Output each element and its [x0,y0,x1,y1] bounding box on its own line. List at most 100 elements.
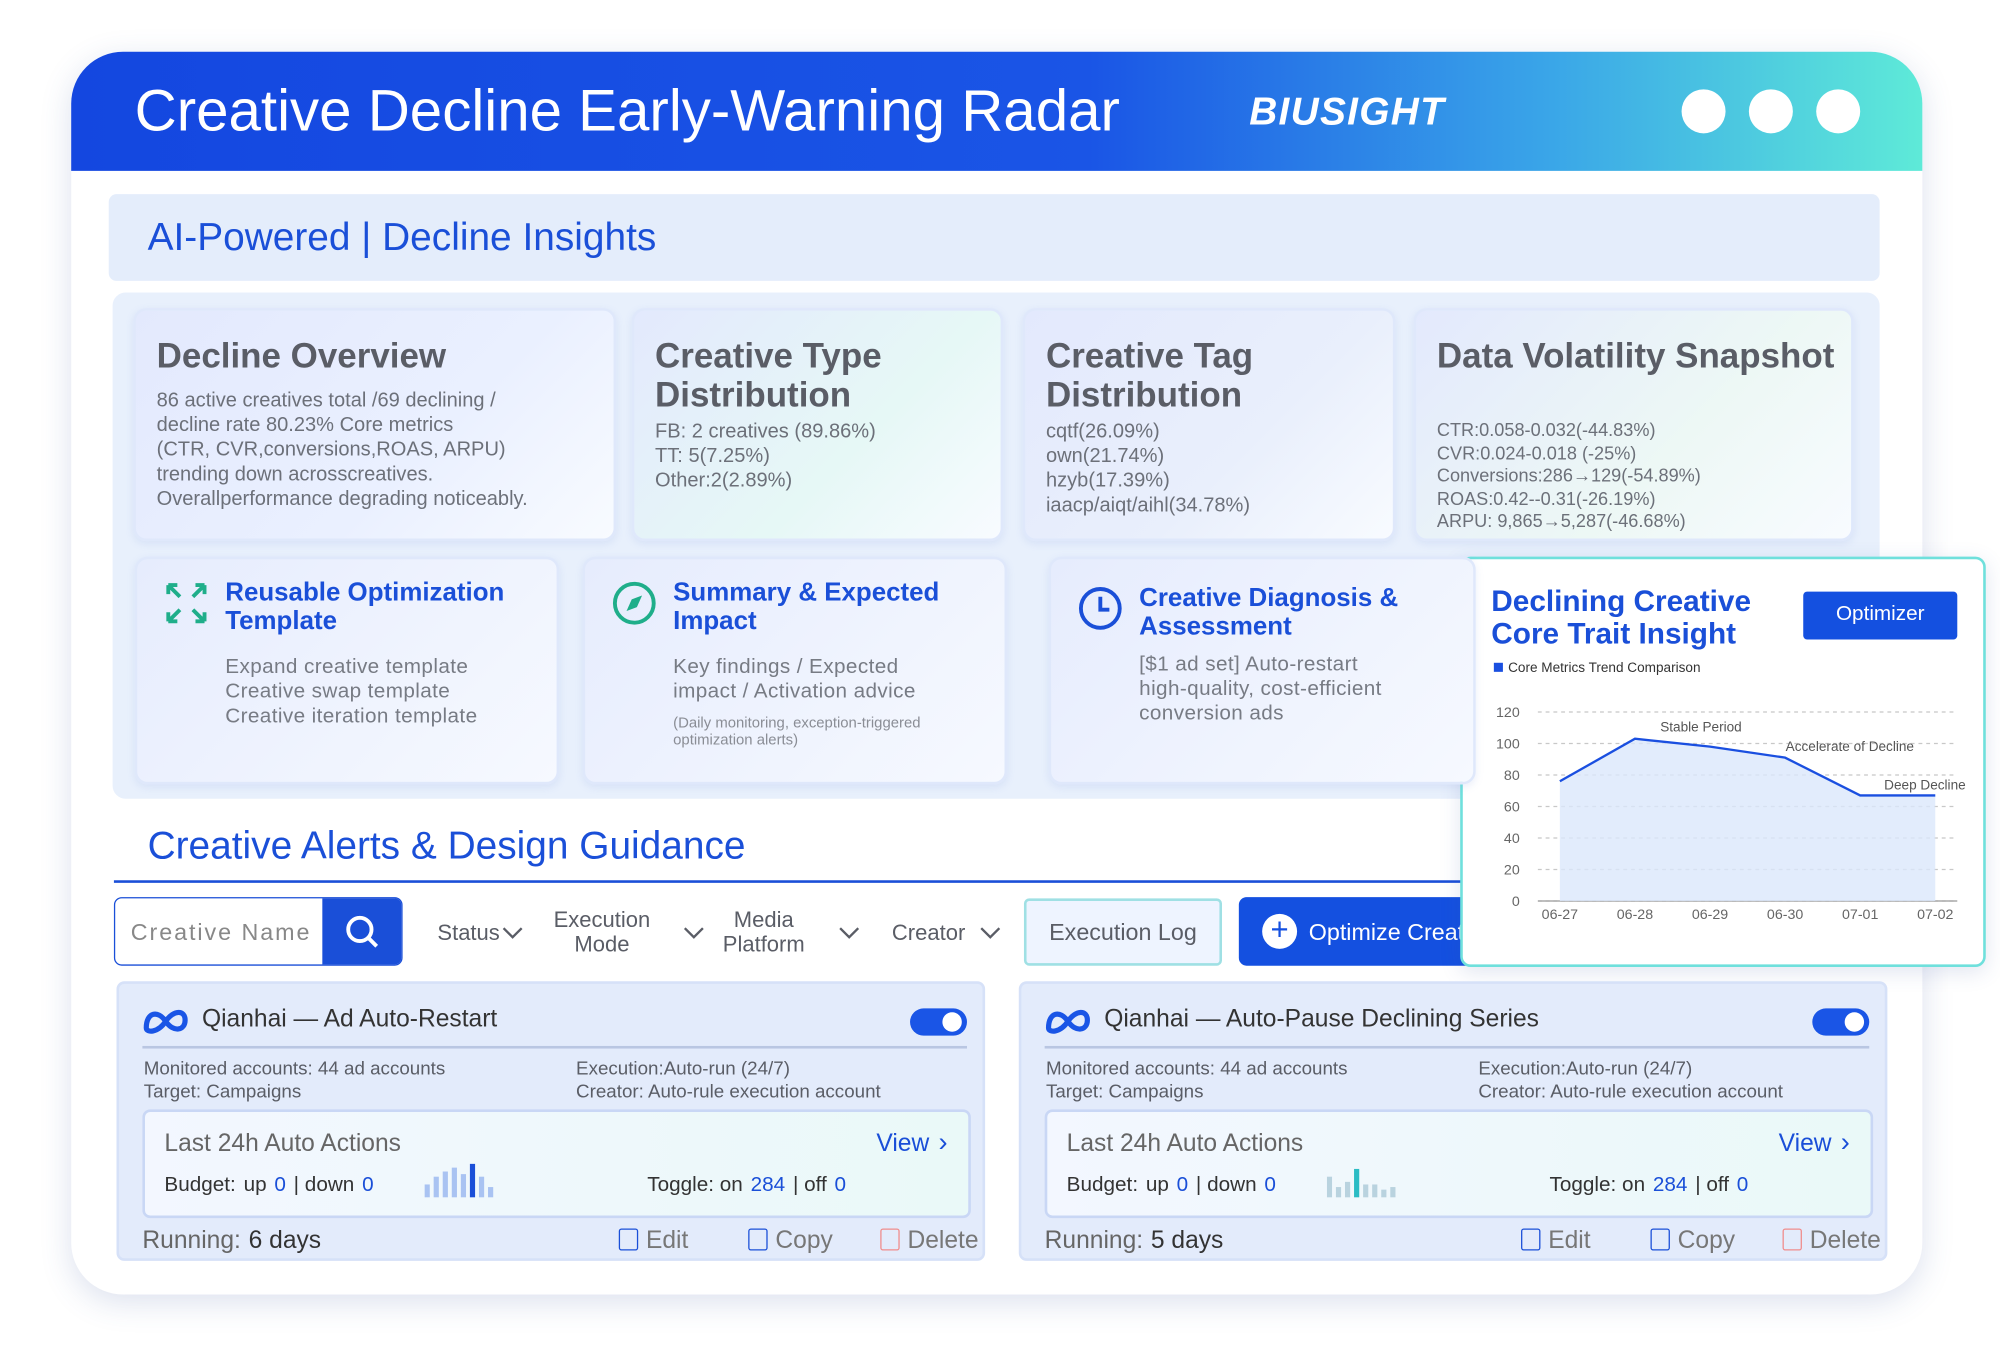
action-edit[interactable]: Edit [618,1227,878,1255]
search-button[interactable] [322,898,402,965]
toggle-part: 284 [1652,1174,1688,1197]
mini-bars [1326,1168,1396,1198]
running-value: 6 days [248,1227,322,1255]
line-area [1559,738,1936,901]
toggle-part: Toggle: on [647,1174,743,1197]
optimizer-button[interactable]: Optimizer [1803,591,1958,640]
toggle[interactable] [910,1008,967,1036]
module-card: Summary & Expected Impact Key findings / … [582,556,1008,785]
window-dot[interactable] [1816,89,1861,134]
budget-part: | down [1195,1174,1257,1197]
filter[interactable]: Execution Mode [553,907,651,957]
chevron [839,927,860,939]
y-tick-label: 100 [1496,737,1520,753]
search-icon [346,915,379,948]
toggle-part: 0 [834,1174,847,1197]
x-tick-label: 06-28 [1617,907,1653,923]
view-chevron: › [1840,1127,1850,1158]
annotation: Deep Decline [1884,778,1966,793]
trend-chart: Core Metrics Trend Comparison 0 20 40 60 80 10… [1493,660,1966,923]
window-dot[interactable] [1748,89,1793,134]
card-title: Decline Overview [156,336,447,376]
y-tick-label: 80 [1504,768,1520,784]
card-title: Creative Type Distribution [655,336,882,415]
card-line: hzyb(17.39%) [1045,469,1170,492]
rule-name: Qianhai — Auto-Pause Declining Series [1104,1005,1539,1034]
rule-meta: Monitored accounts: 44 ad accounts [143,1058,446,1080]
action-icon [1782,1228,1802,1251]
filter[interactable]: Status [437,920,500,945]
card-body: CTR:0.058-0.032(-44.83%) CVR:0.024-0.018 … [1437,419,1701,532]
budget-part: | down [293,1174,355,1197]
meta-logo [143,1009,188,1034]
view-chevron: › [938,1127,948,1158]
module-body: Expand creative template Creative swap te… [225,655,477,729]
running: Running: 6 days [142,1227,321,1255]
rule-meta: Creator: Auto-rule execution account [576,1082,881,1103]
card-line: TT: 5(7.25%) [655,445,770,468]
search-box[interactable]: Creative Name [113,897,403,966]
card-line: FB: 2 creatives (89.86%) [655,420,876,443]
action-copy[interactable]: Copy [748,1227,982,1255]
card-body: FB: 2 creatives (89.86%) TT: 5(7.25%) Othe… [655,419,876,493]
action-delete[interactable]: Delete [1782,1227,1885,1255]
annotation: Stable Period [1660,719,1742,734]
toggle-part: | off [1695,1174,1730,1197]
module-line: impact / Activation advice [673,680,916,703]
action-label: Delete [907,1227,979,1255]
toggle-knob [1844,1012,1865,1032]
toggle-knob [942,1012,962,1032]
budget-part: 0 [274,1174,286,1197]
execution-log-label: Execution Log [1049,919,1197,945]
window-dot[interactable] [1681,89,1726,134]
divider [142,1045,967,1049]
y-tick-label: 20 [1504,863,1520,879]
legend-label: Core Metrics Trend Comparison [1508,660,1700,675]
line-series [1559,737,1936,797]
card-line: 86 active creatives total /69 declining … [156,389,496,412]
module-card: Creative Diagnosis & Assessment [$1 ad se… [1048,556,1476,785]
running-label: Running: [142,1227,241,1255]
header-title: Creative Decline Early-Warning Radar [134,77,1120,144]
execution-log-button[interactable]: Execution Log [1023,898,1223,966]
budget-part: up [1145,1174,1169,1197]
chevron [980,927,1001,939]
section-title: AI-Powered | Decline Insights [147,216,657,259]
card-line: CVR:0.024-0.018 (-25%) [1436,442,1637,463]
toggle-part: Toggle: on [1549,1174,1646,1197]
action-label: Copy [1677,1227,1736,1255]
toggle-row: Toggle: on 284 | off 0 [647,1174,846,1197]
action-icon [748,1228,768,1251]
module-line: Key findings / Expected [673,656,899,679]
toggle-part: 0 [1736,1174,1749,1197]
filter[interactable]: Media Platform [722,907,805,957]
toggle[interactable] [1812,1008,1870,1036]
budget-row: Budget: up 0 | down 0 [164,1174,373,1197]
module-icon [1078,587,1122,630]
card-line: Conversions:286→129(-54.89%) [1436,464,1701,486]
action-copy[interactable]: Copy [1650,1227,1884,1255]
module-line: Creative iteration template [225,705,478,728]
action-delete[interactable]: Delete [880,1227,982,1255]
running: Running: 5 days [1045,1227,1224,1255]
view-link[interactable]: View [876,1130,930,1158]
rule-meta: Monitored accounts: 44 ad accounts [1045,1058,1348,1080]
module-note: (Daily monitoring, exception-triggered o… [673,715,921,749]
action-edit[interactable]: Edit [1521,1227,1780,1255]
y-tick-label: 60 [1504,800,1520,816]
view-link[interactable]: View [1778,1130,1832,1158]
section-bar: AI-Powered | Decline Insights [108,194,1880,281]
card-title: Data Volatility Snapshot [1436,336,1835,376]
x-tick-label: 06-29 [1692,907,1728,923]
insight-card: Data Volatility Snapshot CTR:0.058-0.032(… [1413,308,1854,542]
card-line: decline rate 80.23% Core metrics [156,414,454,437]
card-line: own(21.74%) [1045,445,1165,468]
running-label: Running: [1044,1227,1144,1255]
section-title: Creative Alerts & Design Guidance [147,824,746,868]
filter[interactable]: Creator [891,920,966,945]
budget-part: 0 [1176,1174,1189,1197]
insight-card: Creative Tag Distribution cqtf(26.09%) own… [1022,308,1396,542]
action-label: Copy [775,1227,833,1255]
header-bar: Creative Decline Early-Warning Radar BIU… [71,51,1923,171]
